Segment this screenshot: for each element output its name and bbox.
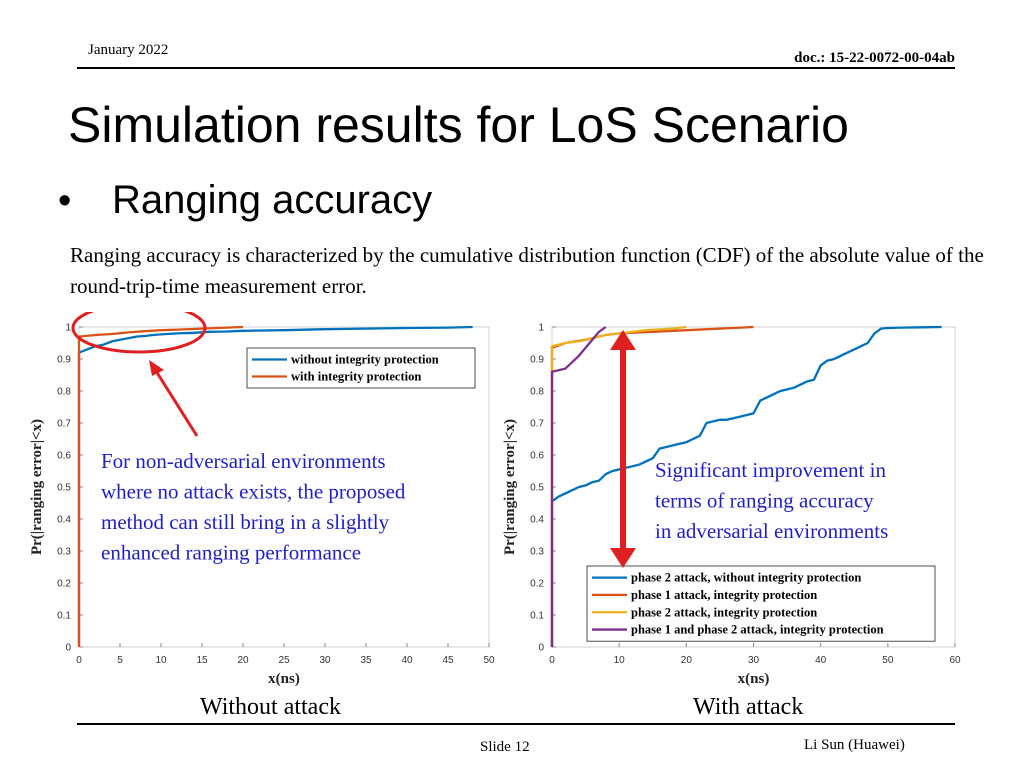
x-tick-label: 60 (949, 655, 961, 666)
legend-label: without integrity protection (291, 353, 439, 367)
highlight-ellipse (71, 312, 207, 354)
series-line-3 (550, 325, 687, 647)
y-tick-label: 0.9 (57, 355, 71, 366)
footer-author: Li Sun (Huawei) (804, 737, 905, 753)
y-tick-label: 0.9 (530, 355, 544, 366)
series-line-4 (550, 326, 607, 647)
x-tick-label: 30 (748, 655, 760, 666)
caption-without-attack: Without attack (200, 694, 341, 720)
x-tick-label: 30 (319, 655, 331, 666)
x-tick-label: 40 (401, 655, 413, 666)
chart-without-attack: 0 0.1 0.2 0.3 0.4 0.5 0.6 0.7 0.8 0.9 1 0 5 10 15 20 25 3… (25, 312, 505, 692)
annotation-line: method can still bring in a slightly (101, 510, 390, 534)
legend-label: phase 2 attack, integrity protection (631, 605, 817, 619)
y-tick-label: 0.5 (530, 483, 544, 494)
x-tick-label: 40 (815, 655, 827, 666)
x-tick-label: 0 (549, 655, 555, 666)
legend-label: phase 1 and phase 2 attack, integrity pr… (631, 623, 884, 637)
series-line-1 (550, 325, 942, 647)
annotation-arrow-line (154, 370, 199, 437)
arrow-head-icon (149, 360, 164, 376)
y-tick-label: 0.3 (530, 547, 544, 558)
description: Ranging accuracy is characterized by the… (70, 243, 984, 298)
arrow-down-icon (610, 548, 636, 568)
slide-title: Simulation results for LoS Scenario (68, 97, 849, 153)
x-tick-label: 50 (882, 655, 894, 666)
y-tick-label: 0.6 (57, 451, 71, 462)
x-tick-label: 50 (483, 655, 495, 666)
series-line-1 (77, 325, 473, 647)
bullet-marker: • (58, 180, 72, 222)
annotation-line: where no attack exists, the proposed (101, 480, 406, 504)
x-tick-label: 10 (155, 655, 167, 666)
annotation-line: enhanced ranging performance (101, 541, 361, 565)
y-tick-label: 0.1 (530, 611, 544, 622)
x-tick-label: 20 (237, 655, 249, 666)
annotation-line: Significant improvement in (655, 458, 886, 482)
x-tick-label: 0 (76, 655, 82, 666)
y-tick-label: 0.5 (57, 483, 71, 494)
y-tick-label: 0.7 (57, 419, 71, 430)
y-tick-label: 0 (65, 643, 71, 654)
annotation-line: terms of ranging accuracy (655, 489, 874, 513)
annotation-line: For non-adversarial environments (101, 449, 386, 473)
legend-box (586, 565, 936, 642)
y-tick-label: 0.7 (530, 419, 544, 430)
y-tick-label: 1 (538, 323, 544, 334)
y-tick-label: 0.4 (57, 515, 71, 526)
arrow-up-icon (610, 330, 636, 350)
x-tick-label: 35 (360, 655, 372, 666)
series-line-2 (77, 325, 244, 647)
y-tick-label: 0.2 (57, 579, 71, 590)
annotation-line: in adversarial environments (655, 519, 888, 543)
chart-with-attack: 0 0.1 0.2 0.3 0.4 0.5 0.6 0.7 0.8 0.9 1 0 10 20 30 40 50… (500, 312, 980, 692)
x-tick-label: 10 (614, 655, 626, 666)
y-tick-label: 1 (65, 323, 71, 334)
y-tick-label: 0.3 (57, 547, 71, 558)
legend-box (246, 347, 476, 389)
x-axis-label: x(ns) (268, 671, 300, 687)
header-divider (77, 67, 955, 69)
header-date: January 2022 (88, 42, 169, 58)
legend-label: phase 1 attack, integrity protection (631, 588, 817, 602)
chart-right-svg: 00.10.20.30.40.50.60.70.80.910 10 20 30 40 50… (502, 323, 961, 688)
x-axis-label: x(ns) (738, 671, 770, 687)
x-tick-label: 20 (681, 655, 693, 666)
x-tick-label: 45 (442, 655, 454, 666)
legend-label: with integrity protection (291, 370, 421, 384)
bullet-text: Ranging accuracy (112, 178, 433, 222)
chart-left-svg: 00.10.20.30.40.50.60.70.80.910 5 10 15 20 25 3… (29, 312, 495, 687)
y-axis-label: Pr(|ranging error|<x) (502, 419, 518, 555)
y-axis-label: Pr(|ranging error|<x) (29, 419, 45, 555)
y-tick-label: 0.8 (530, 387, 544, 398)
y-tick-label: 0 (538, 643, 544, 654)
y-tick-label: 0.8 (57, 387, 71, 398)
x-tick-label: 25 (278, 655, 290, 666)
slide-number: Slide 12 (480, 739, 530, 755)
y-tick-label: 0.4 (530, 515, 544, 526)
y-tick-label: 0.6 (530, 451, 544, 462)
y-tick-label: 0.1 (57, 611, 71, 622)
legend-label: phase 2 attack, without integrity protec… (631, 571, 861, 585)
header-doc-id: doc.: 15-22-0072-00-04ab (794, 50, 955, 66)
x-tick-label: 15 (196, 655, 208, 666)
y-tick-label: 0.2 (530, 579, 544, 590)
footer-divider (77, 723, 955, 725)
x-tick-label: 5 (117, 655, 123, 666)
caption-with-attack: With attack (693, 694, 804, 720)
